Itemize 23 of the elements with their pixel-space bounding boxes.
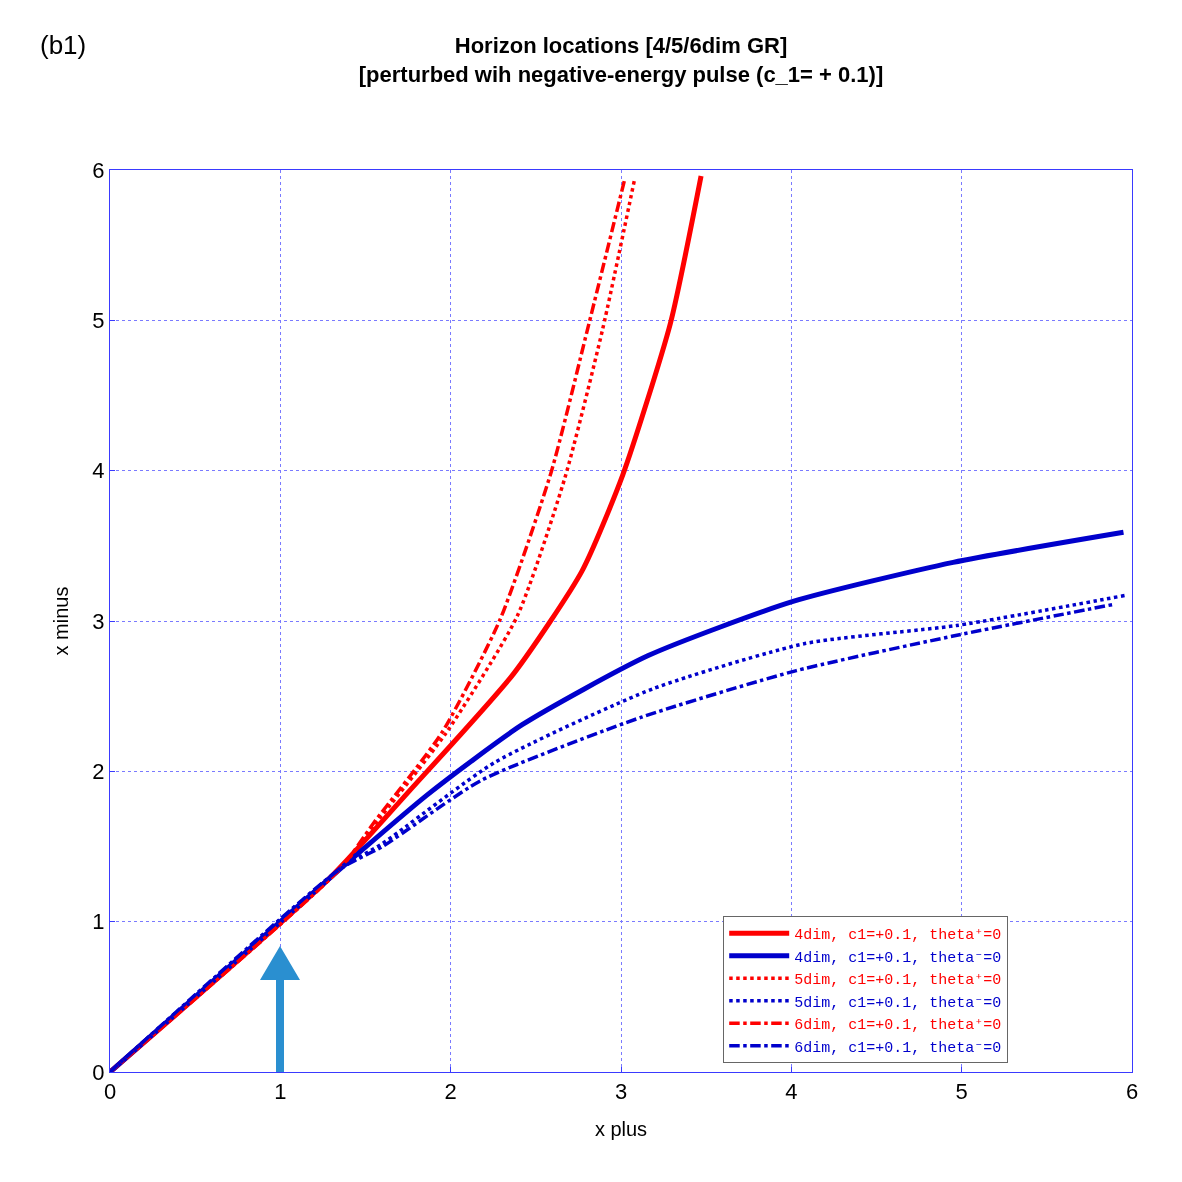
y-tick-label: 4 (92, 458, 105, 484)
y-tick-label: 6 (92, 157, 105, 183)
x-tick-label: 5 (955, 1079, 968, 1105)
x-tick-label: 2 (444, 1079, 457, 1105)
y-axis-title: x minus (49, 586, 72, 656)
y-tick-label: 1 (92, 909, 105, 935)
legend-label: 6dim, c1=+0.1, theta⁻=0 (794, 1039, 1002, 1057)
x-tick-label: 6 (1125, 1079, 1139, 1105)
x-axis-title: x plus (594, 1117, 648, 1140)
legend-label: 4dim, c1=+0.1, theta⁻=0 (794, 949, 1002, 967)
legend-label: 5dim, c1=+0.1, theta⁺=0 (794, 972, 1002, 990)
y-tick-label: 3 (92, 608, 105, 634)
y-tick-label: 5 (92, 308, 105, 334)
legend-label: 5dim, c1=+0.1, theta⁻=0 (794, 994, 1002, 1012)
legend-label: 4dim, c1=+0.1, theta⁺=0 (794, 927, 1002, 945)
chart-title: Horizon locations [4/5/6dim GR] [perturbed wih negative-energy pulse (c_1= + 0.1)] (358, 33, 884, 87)
y-tick-label: 2 (92, 759, 105, 785)
x-tick-label: 3 (614, 1079, 628, 1105)
legend-label: 6dim, c1=+0.1, theta⁺=0 (794, 1017, 1002, 1035)
x-tick-label: 1 (274, 1079, 287, 1105)
y-tick-label: 0 (92, 1059, 105, 1085)
x-tick-label: 4 (785, 1079, 798, 1105)
text: (b1) (40, 30, 87, 61)
